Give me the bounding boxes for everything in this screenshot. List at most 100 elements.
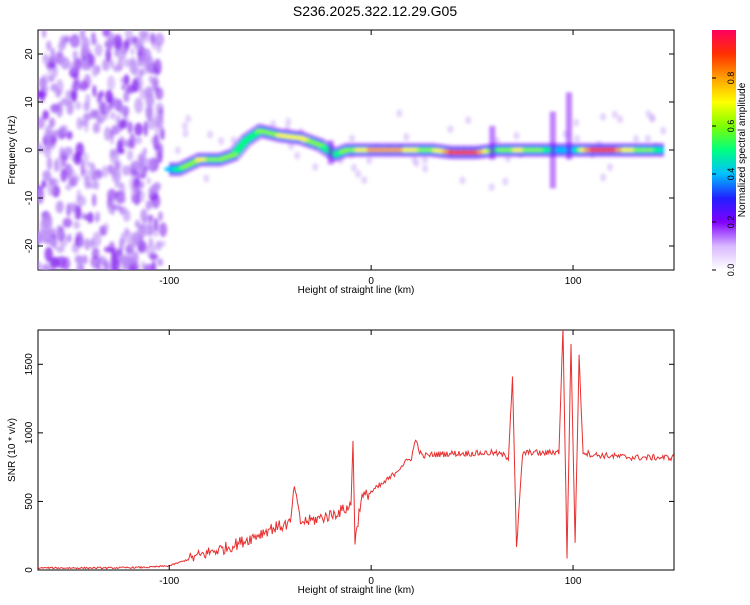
noise-blob [72, 80, 81, 91]
noise-blob [617, 115, 623, 124]
noise-blob [185, 114, 192, 123]
noise-blob [57, 231, 62, 241]
noise-blob [294, 151, 301, 160]
noise-blob [110, 59, 115, 68]
noise-blob [116, 139, 123, 154]
noise-blob [111, 265, 117, 270]
y-tick-label: 20 [24, 48, 35, 60]
spectrogram-xlabel: Height of straight line (km) [298, 285, 415, 296]
snr-line-group [38, 330, 674, 570]
noise-blob [74, 57, 83, 71]
noise-blob [48, 117, 56, 128]
noise-blob [174, 146, 181, 155]
noise-blob [72, 38, 81, 47]
noise-blob [127, 121, 133, 134]
y-tick-label: -10 [24, 190, 35, 205]
noise-blob [59, 146, 65, 162]
noise-blob [611, 110, 618, 119]
noise-blob [143, 166, 149, 173]
noise-blob [493, 136, 500, 145]
noise-blob [79, 235, 85, 248]
noise-blob [366, 156, 373, 165]
colorbar: 0.0 0.2 0.4 0.6 0.8 Normalized spectral ampl… [712, 30, 748, 276]
noise-blob [62, 217, 73, 228]
noise-blob [61, 159, 68, 167]
noise-blob [154, 121, 164, 138]
x-tick-label: 0 [368, 576, 374, 587]
noise-blob [131, 187, 141, 203]
noise-blob [422, 164, 429, 173]
noise-blob [207, 130, 214, 139]
noise-blob [59, 125, 68, 133]
noise-blob [142, 48, 152, 63]
noise-blob [157, 258, 164, 267]
noise-blob [157, 142, 164, 159]
noise-blob [43, 74, 52, 83]
noise-blob [134, 233, 144, 247]
noise-blob [92, 122, 101, 134]
ridge-spot [231, 149, 242, 154]
noise-blob [488, 183, 495, 192]
colorbar-tick-label: 0.2 [726, 216, 736, 229]
noise-blob [55, 88, 62, 98]
colorbar-gradient [712, 30, 736, 270]
noise-blob [218, 137, 225, 145]
noise-blob [38, 90, 42, 99]
ridge-spot [228, 152, 239, 157]
noise-blob [50, 104, 60, 114]
noise-blob [55, 200, 64, 214]
noise-blob [396, 109, 403, 118]
noise-blob [43, 237, 53, 245]
noise-blob [153, 182, 162, 191]
noise-blob [102, 260, 110, 270]
ridge-spot [237, 141, 248, 147]
noise-blob [42, 85, 49, 94]
noise-blob [38, 145, 45, 153]
noise-blob [49, 178, 60, 186]
noise-blob [104, 126, 112, 141]
spectral-ridge [164, 92, 664, 189]
noise-blob [42, 170, 52, 181]
noise-blob [123, 74, 130, 86]
noise-blob [77, 255, 83, 270]
noise-blob [118, 119, 128, 130]
noise-blob [644, 134, 651, 143]
noise-blob [159, 222, 168, 237]
noise-blob [38, 261, 42, 270]
noise-blob [148, 237, 154, 247]
noise-blob [38, 116, 45, 130]
noise-blob [148, 187, 156, 196]
noise-blob [153, 58, 162, 75]
noise-blob [502, 177, 509, 186]
noise-blob [107, 75, 116, 91]
noise-blob [124, 227, 129, 237]
noise-blob [574, 134, 581, 143]
noise-blob [130, 48, 135, 55]
noise-blob [112, 98, 122, 111]
noise-blob [41, 263, 49, 270]
noise-blob [63, 146, 74, 156]
noise-blob [421, 156, 428, 164]
noise-blob [91, 193, 97, 207]
noise-blob [145, 93, 155, 108]
noise-blob [85, 161, 94, 168]
colorbar-tick-label: 0.6 [726, 120, 736, 133]
noise-blob [84, 175, 91, 189]
noise-blob [403, 133, 410, 141]
noise-blob [76, 117, 84, 130]
noise-blob [89, 109, 98, 119]
noise-blob [139, 89, 148, 100]
snr-ylabel: SNR (10 * v/v) [7, 418, 18, 482]
noise-blob [155, 87, 164, 101]
noise-blob [121, 84, 126, 91]
noise-blob [134, 122, 144, 136]
y-tick-label: 10 [24, 96, 35, 108]
noise-blob [75, 101, 82, 110]
noise-blob [83, 117, 89, 133]
colorbar-tick-label: 0.8 [726, 72, 736, 85]
noise-blob [349, 134, 355, 143]
noise-blob [633, 135, 640, 143]
noise-blob [113, 34, 123, 51]
noise-blob [81, 36, 90, 53]
